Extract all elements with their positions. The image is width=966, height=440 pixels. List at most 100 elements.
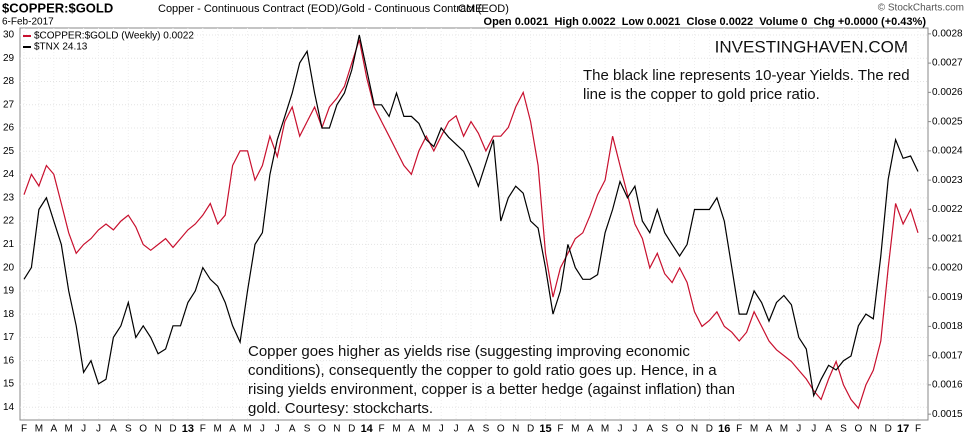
x-tick-label: M (422, 424, 430, 435)
x-tick-label: A (289, 424, 296, 435)
x-tick-label: J (260, 424, 265, 435)
y-tick-label: 20 (3, 262, 15, 273)
y-tick-label: 14 (3, 402, 15, 413)
plot-frame (19, 27, 929, 421)
y2-tick-label: 0.0016 (932, 380, 963, 391)
x-tick-label: F (21, 424, 27, 435)
x-tick-label: D (706, 424, 713, 435)
credit: © StockCharts.com (878, 3, 964, 14)
x-tick-label: S (661, 424, 668, 435)
x-tick-label: S (840, 424, 847, 435)
x-tick-label: M (214, 424, 222, 435)
x-tick-label: J (81, 424, 86, 435)
y2-tick-label: 0.0019 (932, 292, 963, 303)
x-tick-label: J (618, 424, 623, 435)
x-tick-label: N (154, 424, 161, 435)
x-tick-label: N (870, 424, 877, 435)
x-tick-label: F (379, 424, 385, 435)
x-tick-label: 14 (361, 423, 374, 435)
y2-tick-label: 0.0018 (932, 321, 963, 332)
x-tick-label: O (855, 424, 863, 435)
y2-tick-label: 0.0017 (932, 350, 963, 361)
date: 6-Feb-2017 (2, 17, 54, 28)
y-tick-label: 25 (3, 146, 15, 157)
x-tick-label: A (587, 424, 594, 435)
x-tick-label: A (646, 424, 653, 435)
x-tick-label: 15 (539, 423, 551, 435)
x-tick-label: F (736, 424, 742, 435)
x-tick-label: J (96, 424, 101, 435)
quote: Open 0.0021 High 0.0022 Low 0.0021 Close… (484, 16, 927, 28)
series-line (23, 39, 919, 410)
x-tick-label: N (512, 424, 519, 435)
x-tick-label: F (915, 424, 921, 435)
y2-tick-label: 0.0015 (932, 409, 963, 420)
y-tick-label: 16 (3, 355, 15, 366)
x-tick-label: M (392, 424, 400, 435)
x-tick-label: A (408, 424, 415, 435)
x-tick-label: D (527, 424, 534, 435)
series-line (23, 34, 919, 398)
y2-tick-label: 0.0026 (932, 87, 963, 98)
x-tick-label: 13 (182, 423, 194, 435)
x-tick-label: J (796, 424, 801, 435)
y2-tick-label: 0.0021 (932, 233, 963, 244)
x-tick-label: 16 (718, 423, 730, 435)
y-tick-label: 15 (3, 379, 15, 390)
x-tick-label: A (229, 424, 236, 435)
x-tick-label: O (497, 424, 505, 435)
y2-tick-label: 0.0025 (932, 116, 963, 127)
x-tick-label: D (885, 424, 892, 435)
y-tick-label: 19 (3, 286, 15, 297)
x-tick-label: M (243, 424, 251, 435)
x-tick-label: S (304, 424, 311, 435)
x-tick-label: M (750, 424, 758, 435)
x-tick-label: N (333, 424, 340, 435)
y2-tick-label: 0.0027 (932, 58, 963, 69)
y2-tick-label: 0.0020 (932, 263, 963, 274)
x-tick-label: F (557, 424, 563, 435)
x-tick-label: M (571, 424, 579, 435)
x-tick-label: O (139, 424, 147, 435)
x-tick-label: M (780, 424, 788, 435)
y2-tick-label: 0.0023 (932, 175, 963, 186)
y-tick-label: 23 (3, 192, 15, 203)
x-tick-label: J (811, 424, 816, 435)
x-tick-label: S (483, 424, 490, 435)
y2-tick-label: 0.0028 (932, 28, 963, 39)
x-tick-label: F (200, 424, 206, 435)
x-tick-label: D (169, 424, 176, 435)
y-tick-label: 26 (3, 123, 15, 134)
exchange: CME (458, 3, 482, 15)
x-tick-label: M (65, 424, 73, 435)
y2-tick-label: 0.0022 (932, 204, 963, 215)
chart-subtitle: Copper - Continuous Contract (EOD)/Gold … (158, 3, 509, 15)
x-tick-label: A (468, 424, 475, 435)
y-tick-label: 17 (3, 332, 15, 343)
y-tick-label: 18 (3, 309, 15, 320)
annotation: Copper goes higher as yields rise (sugge… (248, 343, 735, 417)
x-tick-label: J (439, 424, 444, 435)
y-tick-label: 28 (3, 76, 15, 87)
y-tick-label: 30 (3, 30, 15, 41)
x-tick-label: M (35, 424, 43, 435)
x-tick-label: J (632, 424, 637, 435)
x-tick-label: O (318, 424, 326, 435)
x-tick-label: N (691, 424, 698, 435)
legend-label: $TNX 24.13 (34, 42, 88, 53)
chart-title: $COPPER:$GOLD (2, 0, 113, 15)
x-tick-label: S (125, 424, 132, 435)
x-tick-label: O (676, 424, 684, 435)
x-tick-label: A (825, 424, 832, 435)
y-tick-label: 27 (3, 99, 15, 110)
y2-tick-label: 0.0024 (932, 146, 963, 157)
x-tick-label: 17 (897, 423, 909, 435)
x-tick-label: A (766, 424, 773, 435)
y-tick-label: 21 (3, 239, 15, 250)
x-tick-label: A (50, 424, 57, 435)
x-tick-label: J (454, 424, 459, 435)
x-tick-label: D (348, 424, 355, 435)
y-tick-label: 24 (3, 169, 15, 180)
